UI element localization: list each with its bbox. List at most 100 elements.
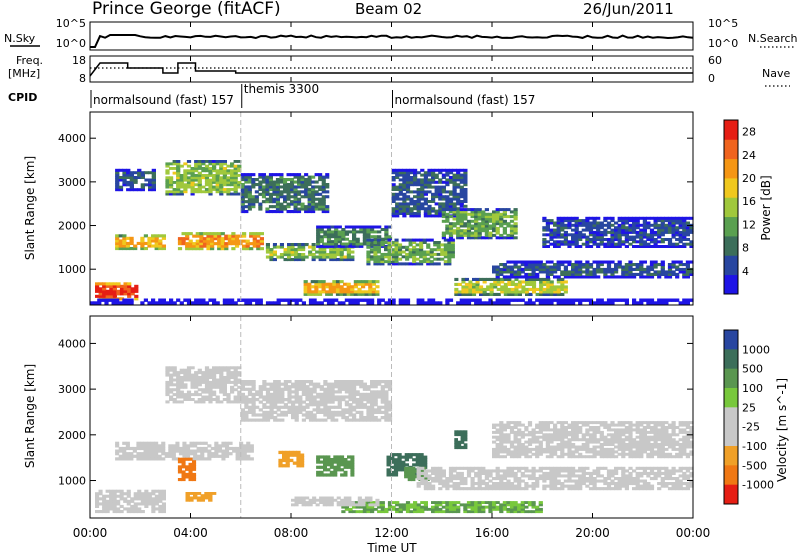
heatmap-cell: [506, 484, 511, 488]
heatmap-cell: [366, 238, 371, 242]
heatmap-cell: [175, 444, 180, 448]
heatmap-cell: [137, 492, 142, 496]
heatmap-cell: [244, 205, 249, 209]
freq-panel: Freq. [MHz] 18 8 60 0 Nave: [8, 54, 790, 87]
heatmap-cell: [244, 382, 249, 386]
heatmap-cell: [474, 215, 479, 219]
heatmap-cell: [190, 171, 195, 175]
heatmap-cell: [386, 473, 391, 477]
heatmap-cell: [510, 287, 515, 291]
heatmap-cell: [247, 301, 253, 305]
heatmap-cell: [635, 230, 640, 234]
heatmap-cell: [542, 287, 547, 291]
heatmap-cell: [624, 270, 629, 274]
heatmap-cell: [603, 477, 608, 481]
heatmap-cell: [126, 173, 131, 177]
heatmap-cell: [377, 380, 382, 384]
heatmap-cell: [477, 210, 482, 214]
heatmap-cell: [132, 454, 137, 458]
heatmap-cell: [370, 228, 375, 231]
heatmap-cell: [502, 275, 507, 279]
heatmap-cell: [115, 452, 120, 456]
colorbar-swatch: [724, 139, 738, 160]
heatmap-cell: [553, 263, 558, 267]
power-colorbar-label: Power [dB]: [759, 175, 773, 240]
heatmap-cell: [344, 390, 349, 394]
heatmap-cell: [200, 494, 205, 498]
heatmap-cell: [397, 465, 402, 469]
heatmap-cell: [470, 482, 475, 486]
heatmap-cell: [405, 168, 411, 172]
heatmap-cell: [298, 395, 303, 399]
heatmap-cell: [415, 250, 420, 254]
date-label: 26/Jun/2011: [583, 0, 674, 18]
heatmap-cell: [599, 479, 604, 483]
heatmap-cell: [475, 280, 480, 284]
heatmap-cell: [147, 452, 152, 456]
heatmap-cell: [632, 219, 637, 223]
heatmap-cell: [233, 188, 238, 191]
heatmap-cell: [642, 471, 647, 475]
heatmap-cell: [506, 469, 511, 473]
heatmap-cell: [459, 217, 464, 221]
heatmap-cell: [362, 405, 367, 409]
heatmap-cell: [660, 228, 665, 232]
heatmap-cell: [140, 244, 145, 248]
heatmap-cell: [217, 446, 222, 451]
heatmap-cell: [387, 257, 392, 261]
heatmap-cell: [434, 214, 439, 218]
heatmap-cell: [642, 482, 647, 486]
heatmap-cell: [348, 244, 353, 248]
heatmap-cell: [423, 180, 428, 184]
heatmap-cell: [660, 272, 665, 276]
heatmap-cell: [657, 245, 662, 248]
heatmap-cell: [535, 272, 540, 276]
heatmap-cell: [592, 235, 597, 239]
heatmap-cell: [447, 252, 452, 256]
heatmap-cell: [456, 176, 461, 179]
heatmap-cell: [380, 385, 385, 389]
heatmap-cell: [261, 190, 266, 194]
heatmap-cell: [524, 469, 529, 473]
heatmap-cell: [632, 240, 637, 244]
heatmap-cell: [599, 474, 604, 478]
heatmap-cell: [459, 222, 464, 226]
heatmap-cell: [405, 255, 410, 259]
heatmap-cell: [434, 212, 439, 215]
heatmap-cell: [251, 195, 256, 199]
heatmap-cell: [268, 183, 273, 187]
heatmap-cell: [197, 380, 202, 384]
heatmap-cell: [409, 176, 414, 179]
heatmap-cell: [254, 197, 259, 201]
heatmap-cell: [366, 416, 371, 420]
heatmap-cell: [420, 202, 425, 206]
heatmap-cell: [201, 176, 206, 180]
heatmap-cell: [233, 378, 238, 382]
heatmap-cell: [456, 171, 461, 175]
heatmap-cell: [664, 216, 669, 220]
heatmap-cell: [285, 464, 290, 468]
heatmap-cell: [195, 239, 200, 243]
heatmap-cell: [395, 173, 400, 177]
heatmap-cell: [322, 250, 327, 254]
heatmap-cell: [373, 245, 378, 249]
heatmap-cell: [416, 482, 421, 486]
heatmap-cell: [126, 510, 131, 514]
heatmap-cell: [649, 230, 655, 234]
heatmap-cell: [419, 250, 424, 254]
heatmap-cell: [222, 301, 227, 305]
heatmap-cell: [208, 393, 213, 397]
heatmap-cell: [196, 496, 202, 500]
heatmap-cell: [172, 383, 177, 387]
heatmap-cell: [599, 221, 604, 225]
heatmap-cell: [423, 202, 428, 206]
heatmap-cell: [133, 176, 138, 179]
heatmap-cell: [127, 294, 132, 298]
heatmap-cell: [578, 469, 583, 473]
heatmap-cell: [539, 285, 544, 289]
heatmap-cell: [513, 477, 518, 481]
heatmap-cell: [387, 380, 393, 384]
heatmap-cell: [318, 175, 323, 179]
heatmap-cell: [578, 484, 583, 488]
heatmap-cell: [423, 190, 428, 194]
